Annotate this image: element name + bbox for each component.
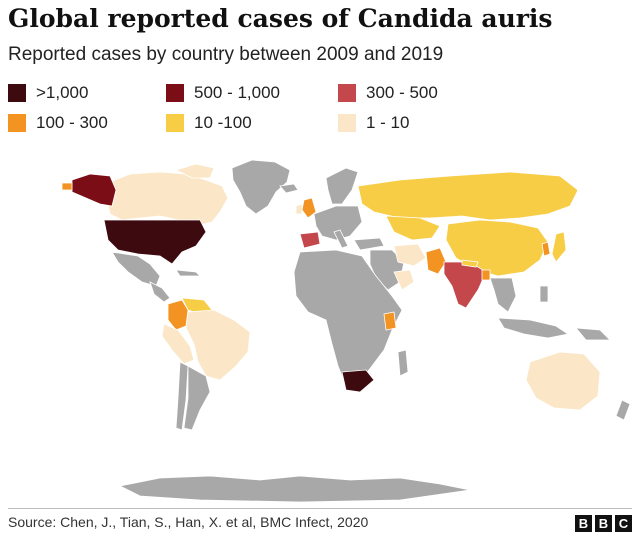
- world-map: [61, 159, 631, 503]
- mexico: [111, 251, 161, 287]
- legend-swatch: [338, 114, 356, 132]
- bbc-logo-block: B: [595, 515, 612, 532]
- scandinavia: [325, 167, 359, 205]
- southeast-asia: [489, 277, 517, 313]
- philippines: [539, 285, 549, 303]
- legend-swatch: [166, 114, 184, 132]
- footer-divider: [8, 508, 632, 509]
- legend-label: 500 - 1,000: [194, 83, 281, 102]
- chart-title: Global reported cases of Candida auris: [8, 4, 553, 33]
- legend-item-10-100: 10 -100: [166, 110, 252, 136]
- bbc-logo-block: C: [615, 515, 632, 532]
- legend-swatch: [338, 84, 356, 102]
- alaska: [71, 173, 117, 207]
- antarctica: [118, 475, 471, 503]
- brazil: [185, 309, 251, 381]
- central-america: [149, 281, 171, 303]
- spain: [299, 231, 321, 249]
- south-korea: [541, 241, 551, 257]
- legend-label: 10 -100: [194, 113, 252, 132]
- legend-swatch: [8, 114, 26, 132]
- legend-label: 300 - 500: [366, 83, 438, 102]
- japan: [551, 231, 567, 263]
- europe: [313, 205, 363, 241]
- oman: [393, 269, 415, 291]
- source-note: Source: Chen, J., Tian, S., Han, X. et a…: [8, 514, 369, 530]
- legend-item-100-300: 100 - 300: [8, 110, 108, 136]
- iran: [393, 243, 427, 267]
- russia: [357, 171, 579, 221]
- yukon-marker: [61, 182, 73, 191]
- pakistan: [425, 247, 447, 275]
- madagascar: [397, 349, 409, 377]
- ireland: [295, 203, 303, 215]
- australia: [525, 351, 601, 411]
- indonesia: [497, 317, 570, 339]
- canada: [105, 171, 229, 227]
- india: [443, 261, 487, 309]
- legend-swatch: [8, 84, 26, 102]
- legend-label: 100 - 300: [36, 113, 108, 132]
- nepal: [461, 259, 479, 268]
- legend-item-over-1000: >1,000: [8, 80, 88, 106]
- legend-swatch: [166, 84, 184, 102]
- arctic-islands: [174, 163, 215, 179]
- legend: >1,000 500 - 1,000 300 - 500 100 - 300 1…: [8, 80, 628, 140]
- italy: [333, 229, 349, 249]
- central-asia: [385, 215, 441, 241]
- legend-item-300-500: 300 - 500: [338, 80, 438, 106]
- caribbean: [175, 269, 201, 277]
- greenland: [231, 159, 291, 215]
- papua: [575, 327, 611, 341]
- argentina: [183, 365, 211, 431]
- bangladesh: [481, 269, 491, 281]
- bbc-logo-block: B: [575, 515, 592, 532]
- bbc-logo: B B C: [575, 515, 632, 532]
- iceland: [279, 183, 299, 194]
- legend-label: >1,000: [36, 83, 89, 102]
- new-zealand: [615, 399, 631, 421]
- legend-item-1-10: 1 - 10: [338, 110, 409, 136]
- kenya: [383, 311, 397, 331]
- south-africa: [341, 369, 375, 393]
- chart-subtitle: Reported cases by country between 2009 a…: [8, 44, 444, 65]
- turkey: [353, 237, 385, 251]
- united-states: [103, 219, 207, 265]
- legend-item-500-1000: 500 - 1,000: [166, 80, 280, 106]
- peru: [161, 323, 195, 365]
- legend-label: 1 - 10: [366, 113, 410, 132]
